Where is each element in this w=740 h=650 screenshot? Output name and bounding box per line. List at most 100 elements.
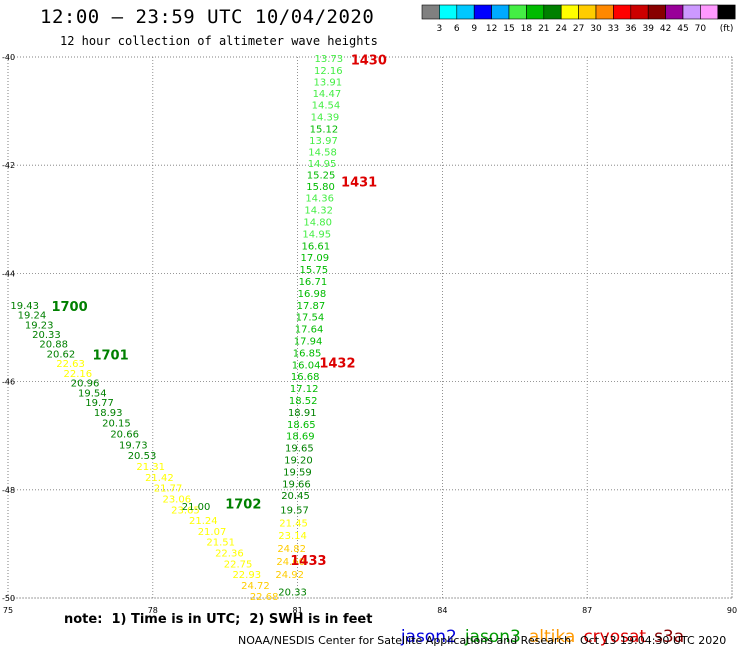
swh-data-point: 13.97	[309, 136, 338, 147]
swh-data-point: 19.59	[283, 467, 312, 478]
swh-data-point: 15.25	[307, 170, 336, 181]
swh-data-point: 16.85	[293, 348, 322, 359]
colorbar-label: 3	[437, 24, 443, 34]
swh-data-point: 18.91	[288, 408, 317, 419]
colorbar-label: 30	[590, 24, 602, 34]
x-tick-label: 87	[582, 606, 592, 615]
swh-data-point: 16.68	[291, 372, 320, 383]
swh-data-point: 16.61	[301, 241, 330, 252]
satellite-legend: jason2 jason3 altika cryosat s3a	[390, 607, 692, 647]
swh-data-point: 20.33	[32, 330, 61, 341]
swh-data-point: 19.24	[18, 311, 47, 322]
swh-data-point: 20.15	[102, 419, 131, 430]
swh-data-point: 19.65	[285, 444, 314, 455]
swh-data-point: 14.39	[311, 113, 340, 124]
pass-time-label: 1702	[225, 497, 261, 512]
colorbar-label: 21	[538, 24, 549, 34]
swh-data-point: 15.80	[306, 182, 335, 193]
colorbar-label: 39	[642, 24, 654, 34]
swh-data-point: 13.91	[314, 77, 343, 88]
swh-data-point: 22.36	[215, 549, 244, 560]
swh-data-point: 24.60	[276, 557, 305, 568]
swh-data-point: 20.33	[278, 588, 307, 599]
swh-data-point: 22.16	[64, 369, 93, 380]
swh-data-point: 17.94	[294, 336, 323, 347]
y-tick-label: -50	[2, 594, 15, 603]
swh-data-point: 24.92	[275, 570, 304, 581]
colorbar-label: 36	[625, 24, 637, 34]
pass-time-label: 1432	[319, 357, 355, 372]
swh-data-point: 13.73	[314, 54, 343, 65]
swh-data-point: 24.72	[241, 581, 270, 592]
swh-data-point: 21.42	[145, 473, 174, 484]
footer-timestamp: Oct 13 19:04:30 UTC 2020	[580, 634, 727, 647]
swh-data-point: 20.62	[47, 349, 76, 360]
swh-data-point: 20.66	[110, 430, 139, 441]
colorbar-label: 15	[503, 24, 514, 34]
swh-data-point: 14.47	[313, 89, 342, 100]
colorbar-label: 12	[486, 24, 497, 34]
swh-data-point: 19.54	[78, 388, 107, 399]
swh-data-point: 14.95	[308, 159, 337, 170]
swh-data-point: 16.04	[292, 360, 321, 371]
swh-data-point: 20.88	[39, 340, 68, 351]
swh-data-point: 24.82	[277, 544, 306, 555]
swh-data-point: 23.14	[278, 531, 307, 542]
swh-data-point: 14.58	[308, 148, 337, 159]
colorbar-swatch	[717, 4, 736, 20]
pass-time-label: 1430	[351, 54, 387, 69]
swh-data-point: 21.77	[154, 484, 183, 495]
legend-s3a: s3a	[654, 627, 685, 647]
y-tick-label: -48	[2, 486, 15, 495]
swh-data-point: 17.87	[297, 301, 326, 312]
y-tick-label: -40	[2, 53, 15, 62]
swh-data-point: 16.71	[299, 277, 328, 288]
color-scale-legend: 3 6 9 12 15 18 21 24 27 30 33 36 39 42 45 70 (ft)	[421, 4, 736, 34]
swh-data-point: 19.73	[119, 440, 148, 451]
swh-data-point: 19.20	[284, 456, 313, 467]
colorbar-label: 6	[454, 24, 460, 34]
y-tick-label: -46	[2, 378, 15, 387]
swh-data-point: 18.65	[287, 420, 316, 431]
pass-time-label: 1701	[92, 349, 128, 364]
swh-data-point: 23.06	[162, 494, 191, 505]
swh-data-point: 19.77	[85, 398, 114, 409]
swh-data-point: 19.43	[10, 301, 39, 312]
swh-data-point: 21.00	[182, 502, 211, 513]
colorbar-label: 18	[521, 24, 533, 34]
swh-data-point: 22.75	[224, 559, 253, 570]
x-tick-label: 78	[148, 606, 158, 615]
colorbar-label: 9	[471, 24, 477, 34]
colorbar-unit: (ft)	[720, 24, 734, 34]
swh-data-point: 18.52	[289, 396, 318, 407]
swh-data-point: 14.54	[312, 101, 341, 112]
swh-data-point: 19.57	[280, 505, 309, 516]
swh-data-point: 19.23	[25, 320, 54, 331]
plot-frame	[7, 56, 733, 599]
swh-data-point: 19.66	[282, 479, 311, 490]
colorbar-label: 33	[608, 24, 619, 34]
pass-time-label: 1700	[51, 300, 87, 315]
swh-data-point: 16.98	[298, 289, 327, 300]
x-tick-label: 90	[727, 606, 737, 615]
swh-data-point: 14.32	[304, 206, 333, 217]
swh-data-point: 22.68	[250, 592, 279, 603]
legend-jason2: jason2	[400, 627, 457, 647]
pass-time-label: 1433	[290, 554, 326, 569]
x-tick-label: 75	[3, 606, 13, 615]
y-tick-label: -42	[2, 161, 15, 170]
swh-data-point: 18.69	[286, 432, 315, 443]
footer-note: note: 1) Time is in UTC; 2) SWH is in fe…	[64, 612, 373, 627]
swh-data-point: 21.24	[189, 516, 218, 527]
pass-time-label: 1431	[341, 175, 377, 190]
x-tick-label: 84	[437, 606, 447, 615]
colorbar-label: 42	[660, 24, 671, 34]
y-tick-label: -44	[2, 269, 15, 278]
swh-data-point: 17.09	[300, 253, 329, 264]
swh-data-point: 20.45	[281, 491, 310, 502]
colorbar-label: 27	[573, 24, 584, 34]
swh-data-point: 21.31	[136, 462, 165, 473]
page-subtitle: 12 hour collection of altimeter wave hei…	[60, 34, 378, 48]
swh-data-point: 17.64	[295, 325, 324, 336]
